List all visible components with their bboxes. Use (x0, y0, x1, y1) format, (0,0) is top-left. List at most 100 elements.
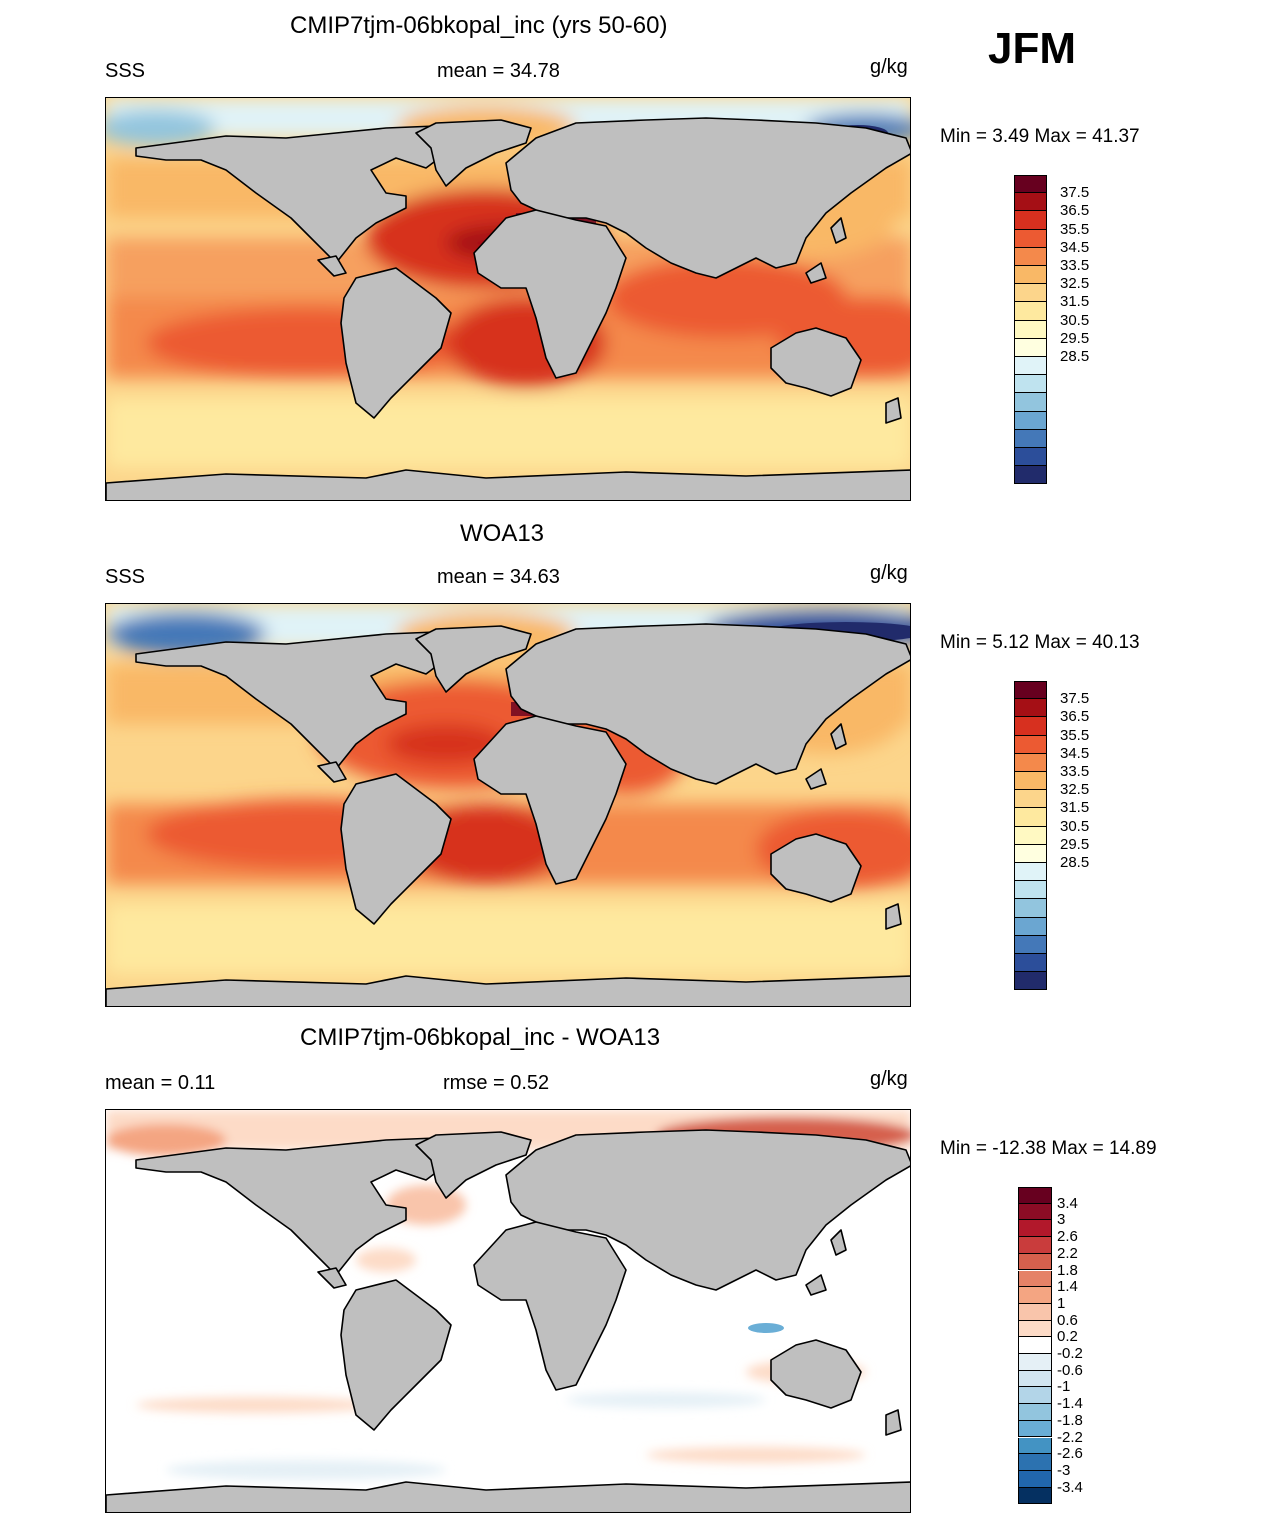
units-label: g/kg (870, 56, 908, 78)
colorbar-tick-label: 2.6 (1057, 1228, 1078, 1246)
colorbar-swatch (1018, 1270, 1052, 1288)
colorbar-swatch (1018, 1237, 1052, 1254)
colorbar-swatch (1014, 302, 1047, 321)
minmax-label: Min = 3.49 Max = 41.37 (940, 126, 1140, 147)
colorbar-swatch (1018, 1370, 1052, 1388)
colorbar-swatch (1014, 211, 1047, 230)
colorbar-swatch (1014, 266, 1047, 285)
colorbar-swatch (1014, 411, 1047, 430)
colorbar-swatch (1014, 717, 1047, 736)
panel-title: CMIP7tjm-06bkopal_inc - WOA13 (300, 1024, 661, 1051)
panel-title: CMIP7tjm-06bkopal_inc (yrs 50-60) (290, 12, 668, 39)
colorbar-swatch (1018, 1454, 1052, 1471)
mean-label: mean = 0.11 (105, 1072, 216, 1094)
colorbar-tick-label: 2.2 (1057, 1244, 1078, 1262)
colorbar-tick-label: 1.8 (1057, 1261, 1078, 1279)
units-label: g/kg (870, 562, 908, 584)
colorbar-tick-label: 28.5 (1060, 854, 1090, 871)
colorbar-tick-label: 0.2 (1057, 1328, 1078, 1346)
colorbar-tick-label: 29.5 (1060, 329, 1090, 347)
colorbar-swatch (1014, 699, 1047, 718)
colorbar-swatch (1018, 1404, 1052, 1421)
colorbar-tick-label: -2.2 (1057, 1428, 1083, 1446)
colorbar-swatch (1014, 247, 1047, 266)
colorbar-tick-label: -1.4 (1057, 1395, 1083, 1413)
colorbar-swatch (1018, 1303, 1052, 1321)
mean-label: mean = 34.63 (437, 566, 560, 588)
colorbar-tick-label: 1.4 (1057, 1278, 1078, 1296)
colorbar-swatch (1014, 229, 1047, 248)
colorbar-swatch (1014, 681, 1047, 700)
colorbar-tick-label: -3.4 (1057, 1478, 1083, 1496)
colorbar-swatch (1014, 808, 1047, 827)
colorbar-swatch (1014, 448, 1047, 467)
colorbar-swatch (1018, 1420, 1052, 1438)
colorbar-tick-label: 37.5 (1060, 690, 1090, 708)
colorbar-swatch (1014, 466, 1047, 485)
colorbar-swatch (1018, 1387, 1052, 1405)
colorbar-swatch (1018, 1354, 1052, 1371)
rmse-label: rmse = 0.52 (443, 1072, 550, 1094)
colorbar-swatch (1014, 320, 1047, 339)
colorbar-tick-label: 34.5 (1060, 744, 1090, 762)
colorbar-swatch (1014, 393, 1047, 412)
map-obs-sss (105, 603, 911, 1007)
colorbar-tick-label: 32.5 (1060, 275, 1090, 293)
minmax-label: Min = -12.38 Max = 14.89 (940, 1138, 1157, 1159)
colorbar-tick-label: 34.5 (1060, 238, 1090, 256)
colorbar-swatch (1018, 1287, 1052, 1304)
variable-label: SSS (105, 60, 146, 82)
colorbar-tick-label: 31.5 (1060, 799, 1090, 817)
colorbar-tick-label: 30.5 (1060, 817, 1090, 835)
variable-label: SSS (105, 566, 146, 588)
colorbar-tick-label: 32.5 (1060, 781, 1090, 799)
colorbar-tick-label: 33.5 (1060, 257, 1090, 274)
colorbar-swatch (1018, 1187, 1052, 1204)
colorbar-swatch (1014, 881, 1047, 900)
colorbar-swatch (1014, 790, 1047, 809)
colorbar-swatch (1014, 899, 1047, 918)
colorbar-swatch (1014, 826, 1047, 845)
colorbar-swatch (1018, 1203, 1052, 1221)
colorbar-tick-label: 35.5 (1060, 726, 1090, 744)
colorbar-tick-label: 35.5 (1060, 220, 1090, 238)
colorbar-tick-label: 29.5 (1060, 835, 1090, 853)
colorbar-tick-label: -1 (1057, 1378, 1071, 1396)
colorbar-tick-label: -2.6 (1057, 1445, 1083, 1463)
colorbar-swatch (1018, 1470, 1052, 1488)
colorbar-tick-label: 0.6 (1057, 1311, 1078, 1329)
colorbar-tick-label: 28.5 (1060, 348, 1090, 365)
colorbar-swatch (1018, 1220, 1052, 1238)
colorbar-swatch (1014, 735, 1047, 754)
colorbar-tick-label: 3 (1057, 1211, 1066, 1229)
colorbar-swatch (1014, 954, 1047, 973)
colorbar-tick-label: 1 (1057, 1294, 1066, 1312)
colorbar-tick-label: -3 (1057, 1461, 1071, 1479)
colorbar-swatch (1014, 375, 1047, 394)
colorbar-swatch (1018, 1253, 1052, 1271)
colorbar-swatch (1014, 863, 1047, 882)
colorbar-swatch (1014, 193, 1047, 212)
colorbar-tick-label: 30.5 (1060, 311, 1090, 329)
colorbar-tick-label: 36.5 (1060, 708, 1090, 726)
colorbar-swatch (1014, 338, 1047, 357)
colorbar-swatch (1014, 917, 1047, 936)
colorbar-swatch (1018, 1487, 1052, 1505)
map-model-sss (105, 97, 911, 501)
colorbar-swatch (1014, 935, 1047, 954)
colorbar-swatch (1018, 1320, 1052, 1338)
panel-title: WOA13 (460, 520, 545, 547)
colorbar-tick-label: -0.6 (1057, 1361, 1083, 1379)
colorbar-swatch (1014, 772, 1047, 791)
minmax-label: Min = 5.12 Max = 40.13 (940, 632, 1140, 653)
colorbar-tick-label: 3.4 (1057, 1194, 1078, 1212)
units-label: g/kg (870, 1068, 908, 1090)
colorbar-swatch (1018, 1337, 1052, 1354)
colorbar-swatch (1018, 1437, 1052, 1455)
colorbar-swatch (1014, 844, 1047, 863)
map-difference (105, 1109, 911, 1513)
colorbar-swatch (1014, 284, 1047, 303)
colorbar-swatch (1014, 429, 1047, 448)
colorbar-swatch (1014, 175, 1047, 194)
colorbar-tick-label: -1.8 (1057, 1411, 1083, 1429)
